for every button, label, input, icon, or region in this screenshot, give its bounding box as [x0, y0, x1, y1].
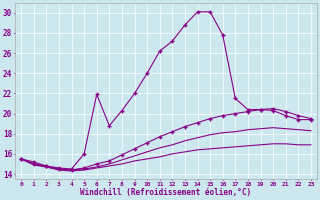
X-axis label: Windchill (Refroidissement éolien,°C): Windchill (Refroidissement éolien,°C) — [80, 188, 252, 197]
